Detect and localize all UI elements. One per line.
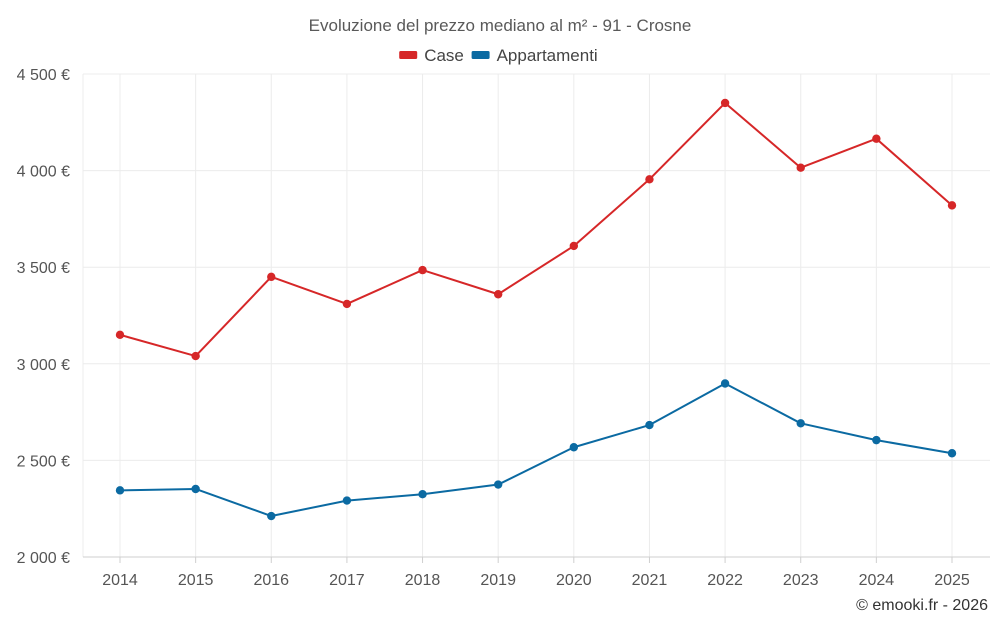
x-tick-label: 2020 [556, 572, 592, 589]
data-point-appartamenti[interactable] [947, 449, 957, 458]
legend: Case Appartamenti [399, 46, 598, 65]
x-tick-label: 2019 [480, 572, 516, 589]
legend-item-appartamenti[interactable]: Appartamenti [471, 46, 598, 65]
legend-swatch [399, 51, 418, 59]
x-tick-label: 2021 [632, 572, 668, 589]
data-point-case[interactable] [342, 299, 352, 309]
data-point-appartamenti[interactable] [872, 435, 881, 445]
data-point-appartamenti[interactable] [796, 419, 805, 428]
x-tick-label: 2018 [405, 572, 441, 589]
legend-swatch [471, 51, 490, 59]
chart-title: Evoluzione del prezzo mediano al m² - 91… [309, 16, 692, 35]
data-point-appartamenti[interactable] [493, 480, 503, 489]
data-point-case[interactable] [493, 290, 503, 299]
data-point-case[interactable] [796, 163, 805, 172]
x-tick-label: 2024 [859, 572, 895, 589]
series [115, 98, 957, 521]
x-tick-label: 2023 [783, 572, 819, 589]
y-tick-label: 2 500 € [17, 453, 70, 470]
data-point-case[interactable] [720, 98, 730, 108]
series-line-case [119, 101, 953, 358]
data-point-appartamenti[interactable] [191, 484, 200, 494]
x-tick-label: 2014 [102, 572, 138, 589]
grid [82, 73, 990, 557]
data-point-appartamenti[interactable] [720, 379, 730, 388]
data-point-case[interactable] [569, 241, 579, 251]
series-line-appartamenti [119, 382, 953, 518]
data-point-appartamenti[interactable] [645, 420, 654, 430]
data-point-appartamenti[interactable] [418, 490, 427, 499]
data-point-appartamenti[interactable] [267, 511, 276, 521]
data-point-appartamenti[interactable] [342, 496, 352, 505]
data-point-case[interactable] [267, 272, 276, 282]
data-point-case[interactable] [645, 175, 654, 184]
y-tick-label: 2 000 € [17, 550, 70, 567]
data-point-case[interactable] [115, 330, 125, 340]
y-tick-label: 3 500 € [17, 260, 70, 277]
data-point-case[interactable] [947, 201, 957, 210]
data-point-appartamenti[interactable] [569, 443, 579, 452]
x-tick-label: 2017 [329, 572, 365, 589]
y-tick-label: 3 000 € [17, 357, 70, 374]
x-tick-label: 2015 [178, 572, 214, 589]
x-tick-label: 2022 [707, 572, 743, 589]
legend-label: Appartamenti [497, 46, 598, 65]
legend-item-case[interactable]: Case [399, 46, 464, 65]
legend-label: Case [424, 46, 464, 65]
data-point-case[interactable] [872, 134, 881, 143]
y-tick-label: 4 000 € [17, 164, 70, 181]
data-point-case[interactable] [191, 351, 200, 361]
x-tick-label: 2025 [934, 572, 970, 589]
data-point-appartamenti[interactable] [115, 486, 125, 495]
axes: 2 000 € 2 500 € 3 000 € 3 500 € 4 000 € 4 500… [17, 67, 990, 589]
credit-text: © emooki.fr - 2026 [856, 597, 988, 614]
data-point-case[interactable] [418, 265, 427, 275]
x-tick-label: 2016 [253, 572, 289, 589]
y-tick-label: 4 500 € [17, 67, 70, 84]
